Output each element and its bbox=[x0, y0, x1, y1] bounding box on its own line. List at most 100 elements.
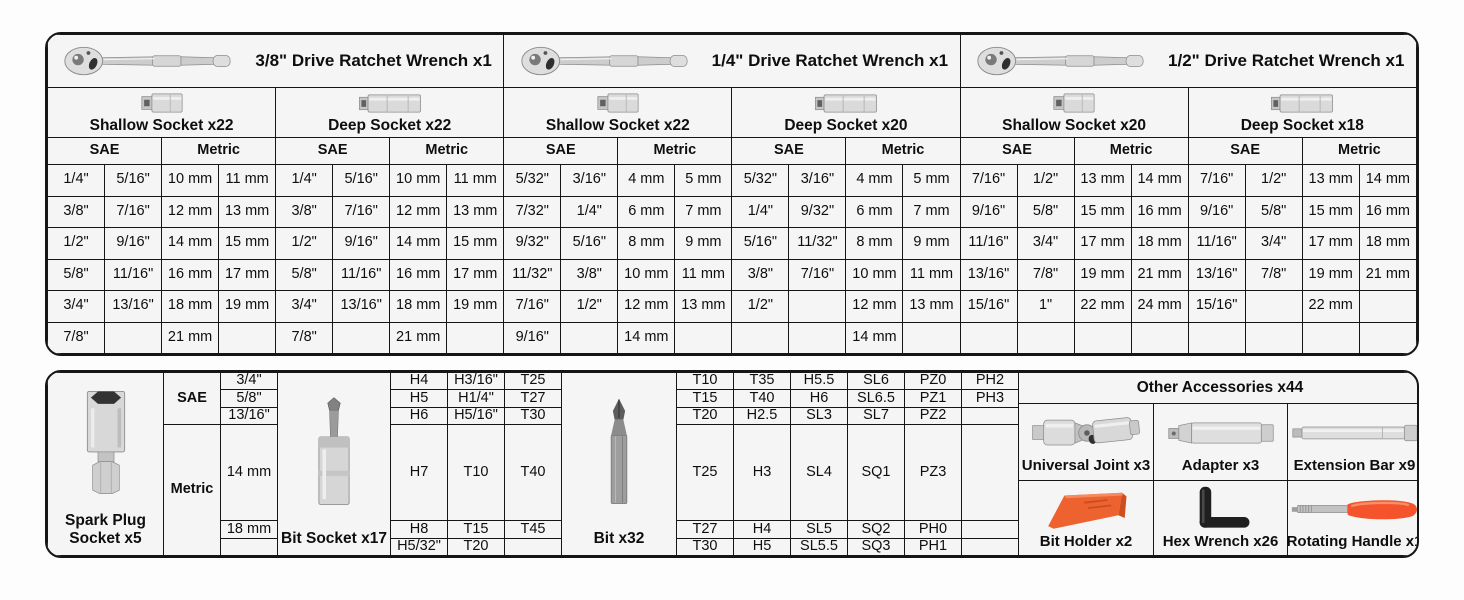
size-cell: 3/4" bbox=[47, 290, 106, 323]
socket-type-cell: Deep Socket x22 bbox=[275, 87, 505, 138]
size-row: 1/2" 9/16" 14 mm 15 mm 1/2" 9/16" 14 mm 15 mm 9/… bbox=[47, 227, 1417, 260]
size-cell: 19 mm bbox=[1301, 258, 1360, 291]
size-cell: 7/8" bbox=[1016, 258, 1075, 291]
size-cell: 4 mm bbox=[845, 164, 904, 197]
size-cell: 11/16" bbox=[104, 258, 163, 291]
size-cell: 5/32" bbox=[731, 164, 790, 197]
sae-header: SAE bbox=[1187, 137, 1303, 165]
size-cell: 24 mm bbox=[1130, 290, 1189, 323]
size-cell bbox=[1358, 321, 1417, 354]
bit-socket-label: Bit Socket x17 bbox=[281, 530, 387, 548]
size-cell: 9 mm bbox=[902, 227, 961, 260]
size-cell: 14 mm bbox=[1130, 164, 1189, 197]
ratchet-label: 1/2" Drive Ratchet Wrench x1 bbox=[1168, 50, 1405, 70]
size-cell: 6 mm bbox=[845, 195, 904, 228]
spark-plug-socket-icon bbox=[79, 387, 133, 499]
size-cell: PH3 bbox=[961, 389, 1019, 408]
accessory-hex-wrench: Hex Wrench x26 bbox=[1153, 479, 1287, 555]
size-cell: T27 bbox=[504, 389, 562, 408]
size-cell: SL6.5 bbox=[847, 389, 905, 408]
size-cell: T25 bbox=[504, 372, 562, 391]
accessory-bit-holder: Bit Holder x2 bbox=[1019, 479, 1153, 555]
size-cell: 14 mm bbox=[1358, 164, 1417, 197]
size-cell: 1/2" bbox=[560, 290, 619, 323]
size-cell: T40 bbox=[504, 423, 562, 522]
accessory-adapter: Adapter x3 bbox=[1153, 404, 1287, 480]
size-cell: 7/16" bbox=[332, 195, 391, 228]
size-cell: PH1 bbox=[904, 537, 962, 556]
socket-type-label: Shallow Socket x22 bbox=[89, 117, 234, 135]
size-cell: 7/16" bbox=[503, 290, 562, 323]
ratchet-wrench-icon bbox=[972, 44, 1148, 78]
size-cell: 15 mm bbox=[218, 227, 277, 260]
size-cell: 15 mm bbox=[1301, 195, 1360, 228]
size-cell: 1/4" bbox=[731, 195, 790, 228]
size-cell: 13/16" bbox=[104, 290, 163, 323]
size-cell bbox=[674, 321, 733, 354]
size-cell: T45 bbox=[504, 520, 562, 539]
size-cell: 10 mm bbox=[161, 164, 220, 197]
size-cell: 16 mm bbox=[1130, 195, 1189, 228]
size-cell: 9/16" bbox=[332, 227, 391, 260]
unit-header-row: SAE Metric SAE Metric SAE Metric SAE Met… bbox=[47, 137, 1417, 165]
size-cell: 9 mm bbox=[674, 227, 733, 260]
size-cell bbox=[1130, 321, 1189, 354]
size-cell: 5/16" bbox=[731, 227, 790, 260]
size-cell: 3/16" bbox=[560, 164, 619, 197]
deep-socket-icon bbox=[358, 93, 422, 114]
size-cell: 18 mm bbox=[1130, 227, 1189, 260]
size-cell bbox=[220, 537, 278, 556]
socket-type-cell: Shallow Socket x22 bbox=[503, 87, 733, 138]
size-cell: PZ0 bbox=[904, 372, 962, 391]
size-row: 7/8" 21 mm 7/8" 21 mm 9/16" 14 mm 14 mm bbox=[47, 321, 1417, 354]
extension-bar-icon bbox=[1291, 422, 1419, 443]
shallow-socket-icon bbox=[1051, 92, 1097, 114]
socket-type-cell: Deep Socket x18 bbox=[1187, 87, 1417, 138]
size-cell: 13 mm bbox=[218, 195, 277, 228]
size-cell: 7/8" bbox=[1244, 258, 1303, 291]
size-cell: 12 mm bbox=[161, 195, 220, 228]
bit-icon bbox=[603, 397, 635, 507]
size-cell: 8 mm bbox=[845, 227, 904, 260]
size-cell: SQ3 bbox=[847, 537, 905, 556]
size-cell: H4 bbox=[733, 520, 791, 539]
size-cell: 7/16" bbox=[788, 258, 847, 291]
socket-type-label: Deep Socket x18 bbox=[1240, 116, 1364, 134]
socket-type-label: Deep Socket x20 bbox=[784, 116, 908, 134]
size-cell: 7/8" bbox=[275, 321, 334, 354]
size-cell: 7 mm bbox=[902, 195, 961, 228]
size-cell: 9/16" bbox=[1187, 195, 1246, 228]
size-cell: 3/8" bbox=[560, 258, 619, 291]
size-cell: H3 bbox=[733, 423, 791, 522]
ratchet-cell-1-4: 1/4" Drive Ratchet Wrench x1 bbox=[503, 34, 961, 88]
size-cell: 1/2" bbox=[275, 227, 334, 260]
size-cell bbox=[218, 321, 277, 354]
size-cell: 6 mm bbox=[617, 195, 676, 228]
size-cell: PZ1 bbox=[904, 389, 962, 408]
bit-socket-icon bbox=[312, 396, 356, 508]
size-cell: H7 bbox=[390, 423, 448, 522]
size-cell: 21 mm bbox=[1358, 258, 1417, 291]
size-cell: 9/32" bbox=[503, 227, 562, 260]
size-cell: T15 bbox=[447, 520, 505, 539]
accessories-panel: Spark Plug Socket x5 SAE 3/4" Bit Socket… bbox=[45, 370, 1419, 558]
sae-header: SAE bbox=[47, 137, 163, 165]
size-cell: 18 mm bbox=[161, 290, 220, 323]
size-cell: 3/4" bbox=[275, 290, 334, 323]
accessory-universal-joint: Universal Joint x3 bbox=[1020, 404, 1154, 480]
ratchet-label: 3/8" Drive Ratchet Wrench x1 bbox=[255, 50, 492, 70]
deep-socket-icon bbox=[1270, 93, 1334, 114]
size-cell: 14 mm bbox=[845, 321, 904, 354]
size-cell: 5/16" bbox=[332, 164, 391, 197]
size-cell: 5/16" bbox=[560, 227, 619, 260]
bit-label: Bit x32 bbox=[593, 530, 645, 548]
size-cell: 1/2" bbox=[1016, 164, 1075, 197]
size-cell: SL5.5 bbox=[790, 537, 848, 556]
size-cell: SL6 bbox=[847, 372, 905, 391]
sae-header: SAE bbox=[731, 137, 847, 165]
size-cell: 22 mm bbox=[1301, 290, 1360, 323]
socket-type-cell: Shallow Socket x20 bbox=[959, 87, 1189, 138]
size-cell: 11 mm bbox=[674, 258, 733, 291]
adapter-icon bbox=[1166, 419, 1276, 447]
